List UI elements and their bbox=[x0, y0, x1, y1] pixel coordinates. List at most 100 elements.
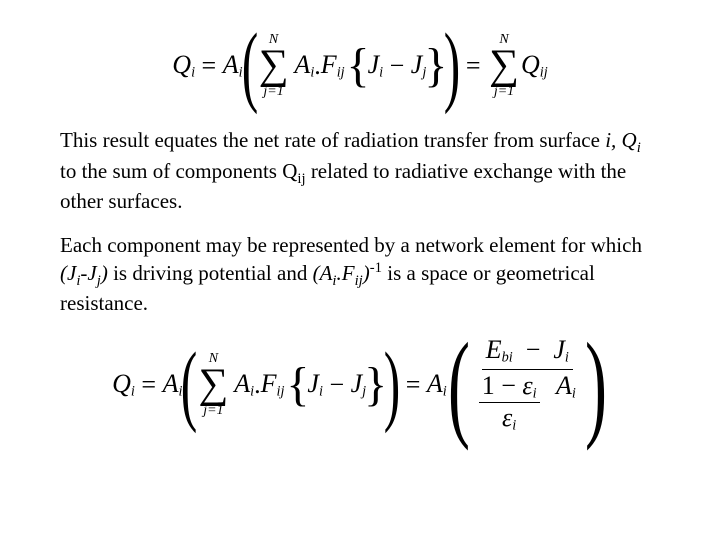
paragraph-2: Each component may be represented by a n… bbox=[60, 232, 660, 316]
eq2-minus-1: − bbox=[329, 370, 344, 400]
lbrace-icon: { bbox=[347, 47, 370, 85]
p2-res-mid: .F bbox=[337, 261, 355, 285]
eq2-eps-sym: ε bbox=[522, 371, 532, 400]
eq1-sum2-lower: j=1 bbox=[494, 85, 514, 99]
eq2-frac-num: Ebi − Ji bbox=[482, 334, 573, 369]
eq1-equals-2: = bbox=[466, 51, 481, 81]
eq1-inner-Ai: Ai bbox=[294, 50, 314, 82]
eq2-paren-group-1: ( N ∑ j=1 Ai.Fij { Ji − Jj } ) bbox=[182, 349, 399, 421]
eq2-Ai3: Ai bbox=[556, 371, 576, 400]
sigma-icon: ∑ bbox=[489, 47, 519, 85]
eq2-inner-num: 1−εi bbox=[479, 372, 540, 404]
eq1-inner-Ai-sym: A bbox=[294, 50, 310, 79]
eq2-Ji: Ji bbox=[307, 369, 323, 401]
eq2-equals-1: = bbox=[141, 370, 156, 400]
eq2-eps2: εi bbox=[502, 403, 516, 432]
eq1-equals-1: = bbox=[202, 51, 217, 81]
eq2-Qi: Qi bbox=[112, 369, 135, 401]
eq2-Fij: Fij bbox=[261, 369, 285, 401]
lparen-icon: ( bbox=[181, 349, 197, 421]
p2-res-1: (A bbox=[313, 261, 333, 285]
rparen-icon: ) bbox=[585, 337, 607, 433]
eq1-sum1-lower: j=1 bbox=[263, 85, 283, 99]
eq2-Fij-sym: F bbox=[261, 369, 277, 398]
eq2-eps: εi bbox=[522, 371, 536, 400]
eq2-Qi-sub: i bbox=[131, 384, 135, 400]
eq1-Ji-sub: i bbox=[379, 65, 383, 81]
eq2-eps-sub: i bbox=[533, 385, 537, 401]
eq1-Ji: Ji bbox=[368, 50, 384, 82]
eq2-Ebi-sub: bi bbox=[502, 350, 513, 366]
eq2-Fij-sub: ij bbox=[277, 384, 285, 400]
p2-text-b: is driving potential and bbox=[108, 261, 313, 285]
eq2-Ji2-sym: J bbox=[553, 335, 565, 364]
eq1-Qij: Qij bbox=[521, 50, 548, 82]
eq2-Ai2: Ai bbox=[427, 369, 447, 401]
eq2-Ji2-sub: i bbox=[565, 350, 569, 366]
eq1-Qi: Qi bbox=[172, 50, 195, 82]
eq1-sum1: N ∑ j=1 bbox=[259, 33, 289, 99]
eq2-Ebi-sym: E bbox=[486, 335, 502, 364]
eq1-Ai-sym: A bbox=[223, 50, 239, 79]
p2-text-a: Each component may be represented by a n… bbox=[60, 233, 642, 257]
p2-drv-mid: -J bbox=[80, 261, 96, 285]
eq1-sum2: N ∑ j=1 bbox=[489, 33, 519, 99]
eq2-Ai2-sym: A bbox=[427, 369, 443, 398]
eq2-equals-2: = bbox=[406, 370, 421, 400]
paragraph-1: This result equates the net rate of radi… bbox=[60, 127, 660, 214]
eq2-Jj-sym: J bbox=[351, 369, 363, 398]
p1-Qij-sub: ij bbox=[297, 171, 305, 187]
eq2-Ji-sym: J bbox=[307, 369, 319, 398]
eq1-Qij-sub: ij bbox=[540, 65, 548, 81]
eq2-sum-lower: j=1 bbox=[203, 404, 223, 418]
eq1-Fij: Fij bbox=[321, 50, 345, 82]
eq2-expr: Qi = Ai ( N ∑ j=1 Ai.Fij { Ji − Jj } ) bbox=[112, 334, 608, 435]
eq1-expr: Qi = Ai ( N ∑ j=1 Ai.Fij { Ji − Jj } ) bbox=[172, 30, 547, 102]
p1-iQi-sub: i bbox=[637, 140, 641, 156]
p1-iQi: i, Qi bbox=[605, 128, 641, 152]
p2-drv-1: (J bbox=[60, 261, 76, 285]
p1-text-b: to the sum of components Q bbox=[60, 159, 297, 183]
eq2-inner-den: εi bbox=[502, 403, 516, 434]
p1-text-a: This result equates the net rate of radi… bbox=[60, 128, 605, 152]
eq2-one: 1 bbox=[482, 371, 495, 400]
eq2-Ai3-sym: A bbox=[556, 371, 572, 400]
eq1-paren-group: ( N ∑ j=1 Ai.Fij { Ji − Jj } ) bbox=[243, 30, 460, 102]
rparen-icon: ) bbox=[444, 30, 460, 102]
eq2-Ji2: Ji bbox=[553, 335, 569, 364]
eq2-minus-3: − bbox=[501, 371, 516, 400]
eq2-eps2-sym: ε bbox=[502, 403, 512, 432]
eq2-big-frac: Ebi − Ji 1−εi εi bbox=[475, 334, 580, 435]
eq2-Qi-sym: Q bbox=[112, 369, 131, 398]
p2-res-end: ) bbox=[363, 261, 370, 285]
rparen-icon: ) bbox=[384, 349, 400, 421]
eq1-Jj-sym: J bbox=[411, 50, 423, 79]
equation-2: Qi = Ai ( N ∑ j=1 Ai.Fij { Ji − Jj } ) bbox=[60, 334, 660, 435]
equation-1: Qi = Ai ( N ∑ j=1 Ai.Fij { Ji − Jj } ) bbox=[60, 30, 660, 102]
eq2-sum: N ∑ j=1 bbox=[198, 352, 228, 418]
eq2-Ai3-sub: i bbox=[572, 385, 576, 401]
sigma-icon: ∑ bbox=[259, 47, 289, 85]
eq2-inner-Ai-sym: A bbox=[234, 369, 250, 398]
page: Qi = Ai ( N ∑ j=1 Ai.Fij { Ji − Jj } ) bbox=[0, 0, 720, 540]
eq1-minus: − bbox=[390, 51, 405, 81]
eq2-Ai: Ai bbox=[163, 369, 183, 401]
p2-drv-end: ) bbox=[101, 261, 108, 285]
eq2-eps2-sub: i bbox=[512, 418, 516, 434]
eq1-Fij-sym: F bbox=[321, 50, 337, 79]
p2-driving: (Ji-Jj) bbox=[60, 261, 108, 285]
eq2-inner-Ai: Ai bbox=[234, 369, 254, 401]
eq2-paren-group-2: ( Ebi − Ji 1−εi εi bbox=[447, 334, 608, 435]
eq2-Ebi: Ebi bbox=[486, 335, 513, 364]
eq2-inner-frac: 1−εi εi bbox=[479, 372, 540, 434]
p2-resistance: (Ai.Fij) bbox=[313, 261, 370, 285]
eq1-Ai: Ai bbox=[223, 50, 243, 82]
eq1-Qi-sym: Q bbox=[172, 50, 191, 79]
p1-iQi-text: i, Q bbox=[605, 128, 637, 152]
eq1-Qi-sub: i bbox=[191, 65, 195, 81]
p2-res-ij: ij bbox=[355, 273, 363, 289]
lparen-icon: ( bbox=[448, 337, 470, 433]
eq1-Ji-sym: J bbox=[368, 50, 380, 79]
sigma-icon: ∑ bbox=[198, 366, 228, 404]
lbrace-icon: { bbox=[286, 366, 309, 404]
